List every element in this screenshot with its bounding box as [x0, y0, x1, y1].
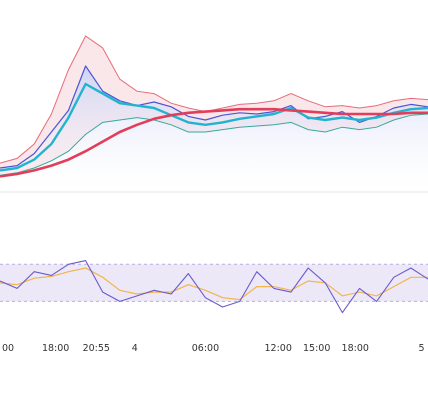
x-tick-label: 00 — [2, 343, 14, 354]
price-panel — [0, 35, 428, 192]
x-tick-label: 18:00 — [42, 343, 69, 354]
x-tick-label: 18:00 — [342, 343, 369, 354]
bollinger-lower-line — [0, 113, 428, 176]
x-tick-label: 4 — [132, 343, 138, 354]
oscillator-line — [0, 260, 428, 314]
x-tick-label: 20:55 — [83, 343, 110, 354]
bollinger-band-fill — [0, 36, 428, 176]
x-tick-label: 06:00 — [192, 343, 219, 354]
x-tick-label: 15:00 — [303, 343, 330, 354]
oscillator-band — [0, 264, 428, 302]
x-tick-label: 5 — [419, 343, 425, 354]
price-area-fill — [0, 66, 428, 192]
fast-ma-line — [0, 82, 428, 172]
x-axis: 00 18:00 20:55 4 06:00 12:00 15:00 18:00 5 — [2, 343, 425, 354]
oscillator-panel — [0, 260, 428, 314]
slow-ma-line — [0, 107, 428, 178]
x-tick-label: 12:00 — [265, 343, 292, 354]
